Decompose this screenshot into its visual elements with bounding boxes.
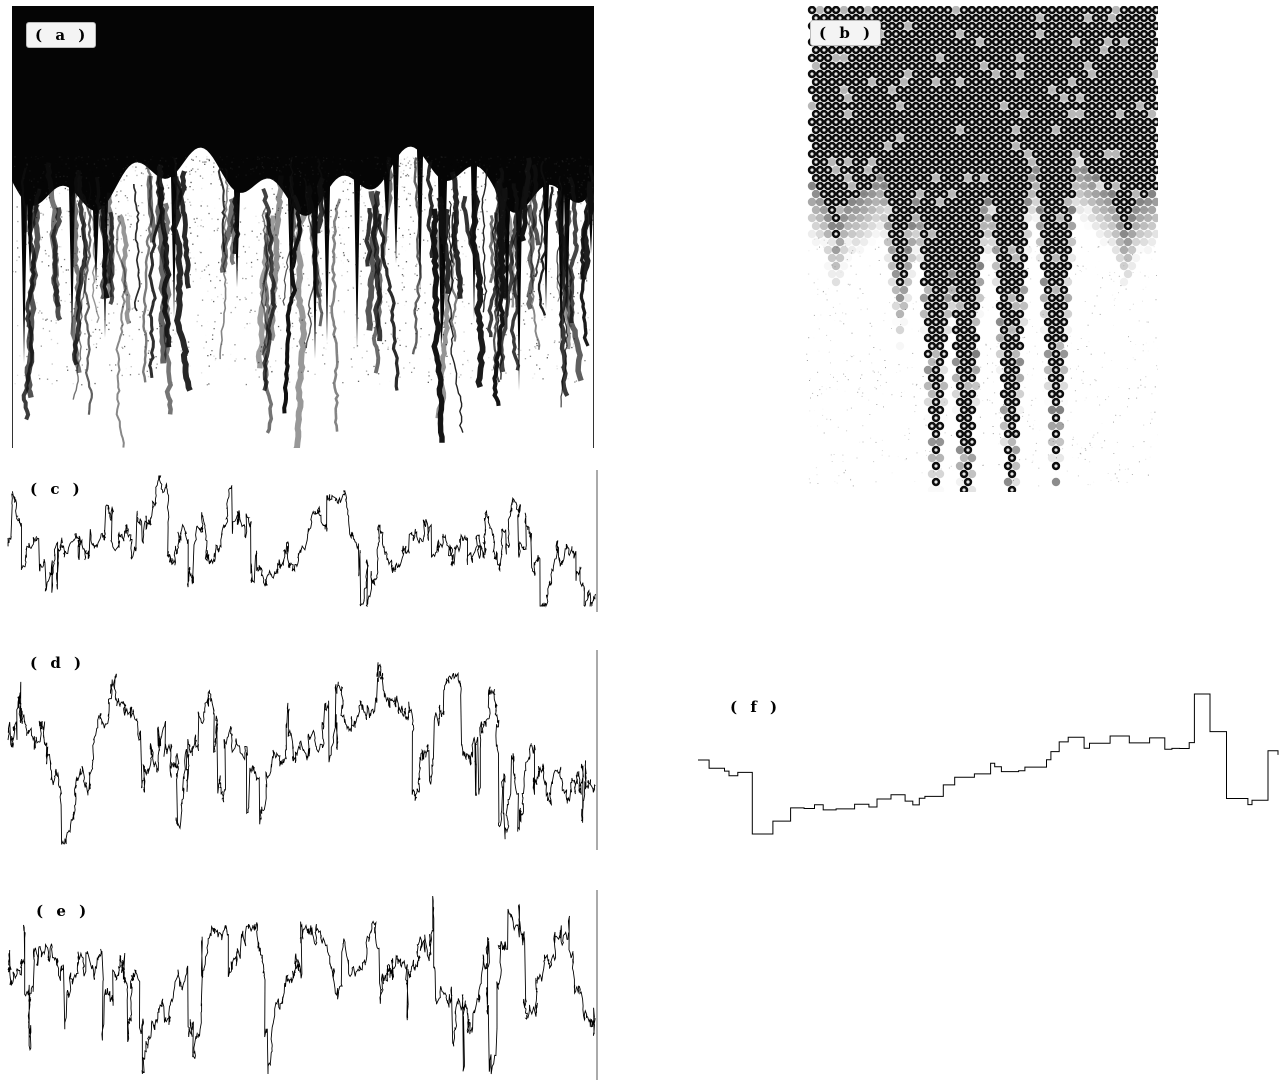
- panel-a-image: [12, 6, 594, 448]
- panel-e: ( e ): [6, 890, 598, 1080]
- panel-f-trace: [698, 693, 1279, 835]
- panel-f-label: ( f ): [730, 698, 782, 716]
- panel-f: ( f ): [696, 690, 1282, 840]
- panel-c-trace: [7, 470, 598, 612]
- panel-e-trace: [7, 890, 598, 1080]
- panel-c-label: ( c ): [30, 480, 84, 498]
- panel-a: ( a ): [12, 6, 594, 448]
- panel-a-label: ( a ): [26, 22, 97, 48]
- panel-d-trace: [7, 650, 598, 850]
- panel-c: ( c ): [6, 470, 598, 612]
- panel-d-label: ( d ): [30, 654, 86, 672]
- panel-e-label: ( e ): [36, 902, 91, 920]
- panel-b-label: ( b ): [810, 20, 882, 46]
- panel-b-image: [806, 6, 1158, 492]
- panel-d: ( d ): [6, 650, 598, 850]
- panel-b: ( b ): [806, 6, 1158, 492]
